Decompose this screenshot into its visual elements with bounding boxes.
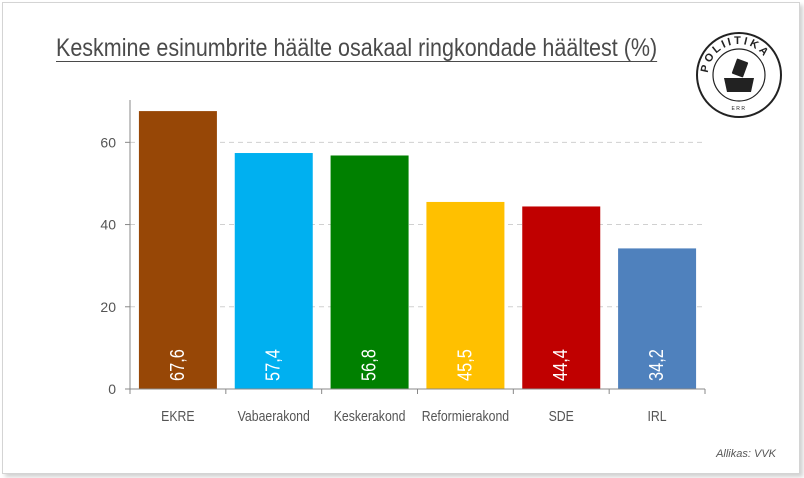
politika-logo-icon: POLIITIKA ERR <box>696 32 782 118</box>
axes: 0 20 40 60 EKRE Vabaerakond Keskerakond Reformi… <box>100 100 706 424</box>
x-tick-label: Reformierakond <box>422 408 509 424</box>
chart-title: Keskmine esinumbrite häälte osakaal ring… <box>56 34 658 62</box>
y-tick-label: 40 <box>100 217 116 233</box>
bar <box>330 155 409 389</box>
bar <box>426 201 505 389</box>
bar <box>618 248 697 389</box>
data-label: 56,8 <box>357 349 380 381</box>
source-note: Allikas: VVK <box>716 448 776 460</box>
bar <box>138 111 217 389</box>
data-label: 44,4 <box>549 349 572 381</box>
y-tick-label: 20 <box>100 299 116 315</box>
gridlines <box>130 141 705 308</box>
logo-subtext: ERR <box>731 106 746 112</box>
y-tick-label: 0 <box>108 381 116 397</box>
data-label: 45,5 <box>453 349 476 381</box>
data-label: 57,4 <box>261 349 284 381</box>
data-label: 34,2 <box>644 349 667 381</box>
data-label: 67,6 <box>165 349 188 381</box>
bar <box>234 153 313 389</box>
x-tick-label: EKRE <box>161 408 194 424</box>
x-tick-label: SDE <box>549 408 574 424</box>
x-tick-label: Vabaerakond <box>238 408 310 424</box>
y-tick-label: 60 <box>100 134 116 150</box>
x-tick-label: Keskerakond <box>334 408 406 424</box>
bars: 67,6 57,4 56,8 45,5 44,4 34,2 <box>138 111 697 389</box>
x-tick-label: IRL <box>648 408 667 424</box>
bar <box>522 206 601 389</box>
